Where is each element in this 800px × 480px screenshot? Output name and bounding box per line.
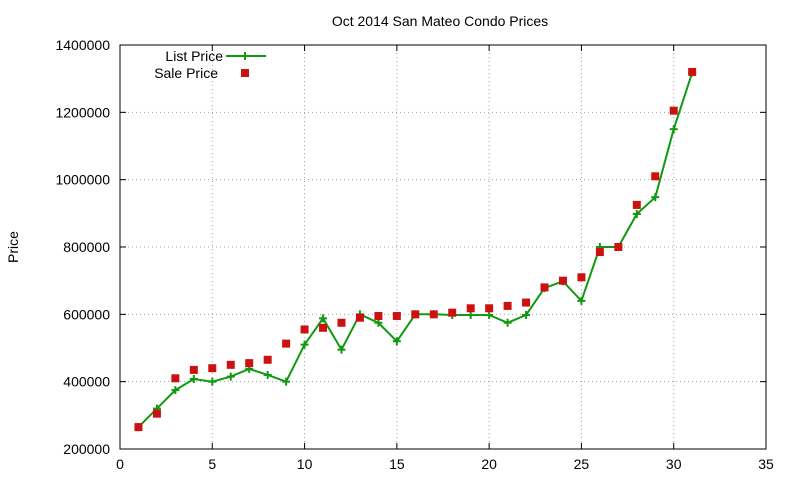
sale-price-point [355, 313, 364, 322]
list-price-point [522, 311, 531, 320]
list-price-line [137, 72, 694, 428]
sale-price-point [614, 243, 623, 251]
sale-price-point [558, 276, 567, 285]
y-tick-label: 800000 [63, 239, 110, 255]
y-tick-label: 200000 [63, 441, 110, 457]
y-tick-label: 1400000 [55, 37, 110, 53]
sale-price-point [540, 283, 549, 292]
sale-price-point [300, 325, 309, 334]
sale-price-point [245, 359, 254, 368]
axis-tick-labels: 0 5 10 15 20 25 30 35 200000 400000 600000 800000 10… [55, 37, 774, 472]
list-price-point [392, 337, 401, 346]
sale-price-point [595, 248, 604, 257]
sale-price-point [263, 355, 272, 364]
sale-price-point [485, 304, 494, 313]
y-tick-label: 1000000 [55, 172, 110, 188]
list-price-point [485, 311, 494, 320]
sale-price-point [282, 339, 291, 348]
list-price-point [189, 374, 198, 383]
sale-price-point [374, 312, 383, 321]
sale-price-point [189, 365, 198, 374]
legend-label-sale-price: Sale Price [154, 65, 218, 81]
sale-price-point [522, 298, 531, 307]
x-tick-label: 5 [208, 456, 216, 472]
list-price-point [226, 372, 235, 381]
sale-price-point [669, 106, 678, 115]
sale-price-point [429, 310, 438, 319]
list-price-point [171, 386, 180, 395]
sale-price-point [337, 318, 346, 327]
sale-price-point [134, 423, 143, 432]
legend-marker-list-price [241, 52, 249, 60]
x-tick-label: 25 [574, 456, 590, 472]
y-tick-label: 400000 [63, 374, 110, 390]
plot-frame [119, 44, 767, 450]
list-price-point [263, 370, 272, 379]
list-price-point [577, 296, 586, 305]
list-price-point [669, 125, 678, 134]
list-price-point [466, 311, 475, 320]
grid [120, 45, 766, 449]
list-price-point [300, 340, 309, 349]
sale-price-point [632, 200, 641, 209]
y-tick-label: 1200000 [55, 104, 110, 120]
sale-price-point [577, 273, 586, 282]
sale-price-point [208, 364, 217, 373]
sale-price-point [503, 301, 512, 310]
list-price-point [282, 377, 291, 386]
x-tick-label: 10 [297, 456, 313, 472]
sale-price-point [448, 308, 457, 317]
legend-label-list-price: List Price [165, 48, 223, 64]
y-tick-label: 600000 [63, 306, 110, 322]
x-tick-label: 20 [481, 456, 497, 472]
sale-price-point [411, 310, 420, 319]
list-price-point [632, 210, 641, 219]
chart-title: Oct 2014 San Mateo Condo Prices [332, 13, 548, 29]
list-price-point [208, 377, 217, 386]
x-tick-label: 15 [389, 456, 405, 472]
sale-price-point [152, 409, 161, 418]
sale-price-point [688, 67, 697, 76]
legend-marker-sale-price [241, 69, 249, 77]
sale-price-point [319, 323, 328, 332]
x-tick-label: 30 [666, 456, 682, 472]
list-price-point [319, 314, 328, 323]
list-price-point [651, 193, 660, 202]
sale-price-point [171, 374, 180, 383]
sale-price-point [651, 172, 660, 181]
y-axis-label: Price [5, 231, 21, 263]
x-tick-label: 35 [758, 456, 774, 472]
list-price-point [337, 345, 346, 354]
list-price-point [374, 318, 383, 327]
list-price-point [503, 318, 512, 327]
x-tick-label: 0 [116, 456, 124, 472]
sale-price-point [392, 312, 401, 321]
sale-price-point [466, 304, 475, 313]
sale-price-point [226, 360, 235, 369]
series-layer [134, 67, 697, 432]
